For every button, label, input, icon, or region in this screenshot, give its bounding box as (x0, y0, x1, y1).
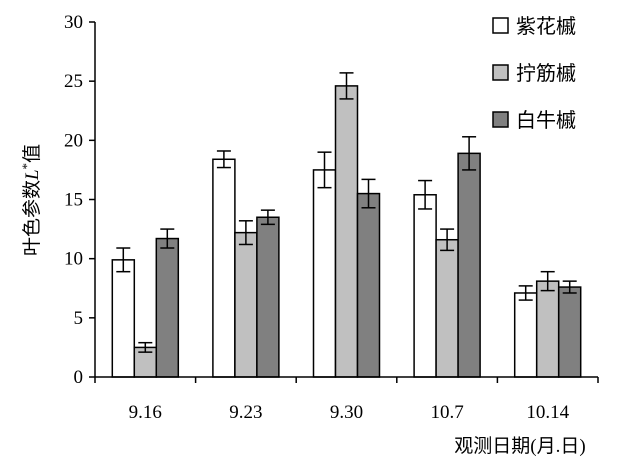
bar (513, 292, 538, 378)
bar (334, 85, 359, 378)
bars-layer (111, 72, 582, 378)
y-tick-label: 15 (64, 190, 83, 211)
legend-label: 白牛槭 (516, 109, 576, 132)
bar (111, 259, 136, 378)
y-tick-label: 0 (74, 367, 84, 388)
x-tick-labels: 9.16 9.23 9.30 10.7 10.14 (129, 402, 570, 423)
bar (457, 152, 481, 378)
x-tick-label: 10.14 (526, 402, 569, 423)
bar (155, 237, 180, 378)
bar (234, 231, 258, 378)
legend-swatch (492, 64, 509, 81)
legend-label: 紫花槭 (516, 15, 576, 38)
y-tick-label: 25 (64, 71, 83, 92)
x-tick-label: 9.16 (129, 402, 162, 423)
bar (557, 286, 582, 378)
y-axis: 0 5 10 15 20 25 30 (64, 12, 96, 388)
y-tick-label: 20 (64, 130, 83, 151)
bar (256, 216, 280, 378)
y-tick-label: 5 (74, 308, 84, 329)
y-tick-label: 10 (64, 249, 83, 270)
bar (435, 238, 459, 378)
legend-swatch (492, 17, 509, 34)
legend-label: 拧筋槭 (516, 62, 576, 85)
x-tick-label: 9.23 (229, 402, 262, 423)
x-tick-label: 9.30 (330, 402, 363, 423)
x-axis-title: 观测日期(月.日) (454, 435, 585, 457)
y-tick-label: 30 (64, 12, 83, 33)
bar (356, 192, 381, 378)
y-axis-title-var: L (22, 169, 43, 181)
x-axis (94, 376, 599, 383)
bar (312, 169, 337, 378)
y-axis-title: 叶色参数L*值 (19, 144, 43, 256)
bar (212, 158, 236, 378)
x-tick-label: 10.7 (430, 402, 463, 423)
bar (413, 194, 437, 378)
y-axis-title-main: 叶色参数 (21, 180, 43, 256)
y-axis-title-sup: * (19, 163, 34, 170)
y-axis-title-suffix: 值 (21, 144, 43, 163)
legend-swatch (492, 111, 509, 128)
bar (535, 280, 560, 378)
